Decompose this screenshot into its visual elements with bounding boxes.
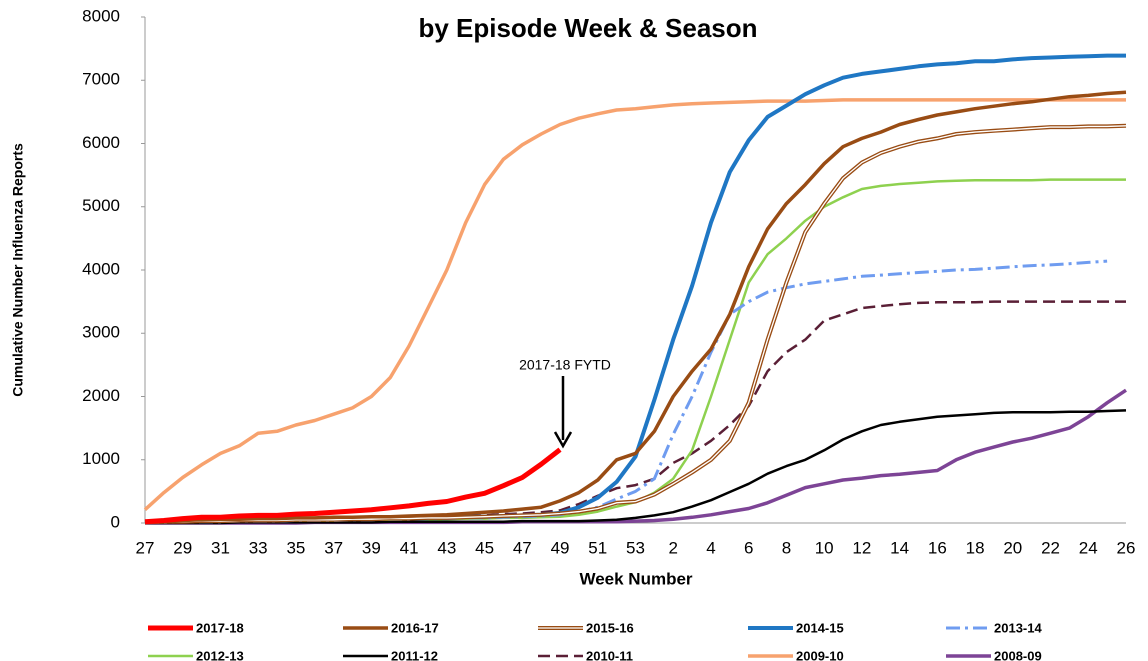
y-axis-label: Cumulative Number Influenza Reports bbox=[10, 143, 26, 397]
series-line-inner bbox=[144, 125, 1127, 524]
x-tick-label: 29 bbox=[173, 538, 192, 557]
y-tick-label: 3000 bbox=[82, 323, 120, 342]
x-tick-label: 12 bbox=[852, 538, 871, 557]
y-tick-label: 1000 bbox=[82, 449, 120, 468]
x-tick-label: 2 bbox=[668, 538, 677, 557]
y-tick-label: 5000 bbox=[82, 196, 120, 215]
x-tick-label: 26 bbox=[1117, 538, 1136, 557]
x-tick-label: 41 bbox=[400, 538, 419, 557]
series-line bbox=[145, 409, 1127, 525]
x-tick-label: 37 bbox=[324, 538, 343, 557]
y-tick-label: 7000 bbox=[82, 70, 120, 89]
legend-label: 2016-17 bbox=[391, 620, 439, 635]
x-tick-label: 14 bbox=[890, 538, 909, 557]
x-tick-label: 20 bbox=[1003, 538, 1022, 557]
y-tick-label: 6000 bbox=[82, 133, 120, 152]
series-line bbox=[144, 300, 1126, 523]
legend-label: 2008-09 bbox=[994, 648, 1042, 661]
x-tick-label: 31 bbox=[211, 538, 230, 557]
y-tick-label: 2000 bbox=[82, 386, 120, 405]
x-tick-label: 47 bbox=[513, 538, 532, 557]
x-tick-label: 35 bbox=[286, 538, 305, 557]
x-tick-label: 8 bbox=[782, 538, 791, 557]
x-tick-label: 4 bbox=[706, 538, 715, 557]
x-tick-label: 22 bbox=[1041, 538, 1060, 557]
x-tick-label: 27 bbox=[136, 538, 155, 557]
x-tick-label: 16 bbox=[928, 538, 947, 557]
legend-label: 2011-12 bbox=[391, 648, 438, 661]
series-line bbox=[143, 98, 1126, 511]
chart-title: by Episode Week & Season bbox=[418, 13, 757, 43]
legend-label: 2015-16 bbox=[586, 620, 634, 635]
y-tick-label: 0 bbox=[111, 512, 120, 531]
x-tick-label: 18 bbox=[966, 538, 985, 557]
legend-label: 2009-10 bbox=[796, 648, 844, 661]
legend-label: 2014-15 bbox=[796, 620, 844, 635]
legend-label: 2013-14 bbox=[994, 620, 1042, 635]
x-tick-label: 10 bbox=[815, 538, 834, 557]
x-tick-label: 39 bbox=[362, 538, 381, 557]
legend-label: 2012-13 bbox=[196, 648, 244, 661]
x-tick-label: 24 bbox=[1079, 538, 1098, 557]
x-tick-label: 45 bbox=[475, 538, 494, 557]
x-tick-label: 33 bbox=[249, 538, 268, 557]
legend-label: 2017-18 bbox=[196, 620, 244, 635]
series-line bbox=[144, 447, 562, 525]
annotation-arrowhead bbox=[553, 431, 573, 449]
series-line bbox=[144, 123, 1127, 525]
x-tick-label: 53 bbox=[626, 538, 645, 557]
y-tick-label: 8000 bbox=[82, 6, 120, 25]
annotation: 2017-18 FYTD bbox=[519, 357, 611, 373]
y-tick-label: 4000 bbox=[82, 259, 120, 278]
x-tick-label: 51 bbox=[588, 538, 607, 557]
x-tick-label: 49 bbox=[551, 538, 570, 557]
series-line bbox=[145, 178, 1126, 524]
x-axis-label: Week Number bbox=[579, 569, 692, 588]
series-line bbox=[144, 90, 1127, 524]
legend-label: 2010-11 bbox=[586, 648, 633, 661]
x-tick-label: 6 bbox=[744, 538, 753, 557]
x-tick-label: 43 bbox=[437, 538, 456, 557]
series-line bbox=[145, 259, 1108, 524]
